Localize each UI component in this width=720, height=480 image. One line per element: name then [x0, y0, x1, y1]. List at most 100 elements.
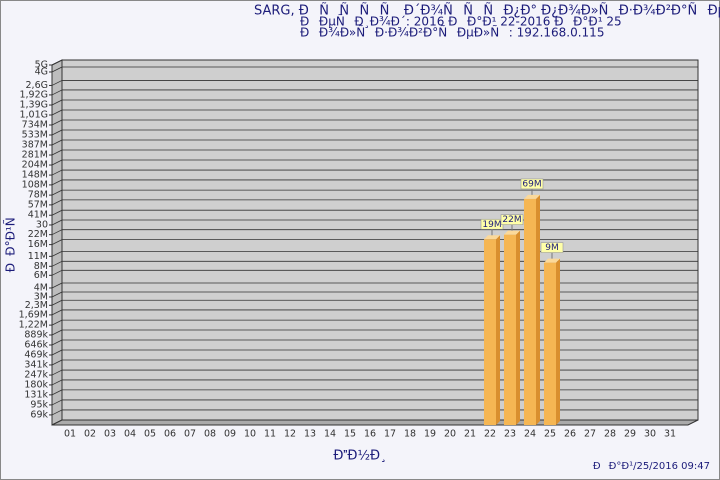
y-tick-label: 2,3M	[25, 300, 48, 311]
x-tick-label: 31	[664, 429, 676, 440]
bar-side	[536, 194, 540, 425]
grid-line	[51, 260, 63, 267]
grid-line	[51, 379, 63, 386]
y-tick-label: 387M	[22, 140, 48, 151]
grid-line	[51, 399, 63, 406]
bar-side	[516, 230, 520, 425]
y-tick-label: 1,69M	[19, 309, 48, 320]
x-tick-label: 18	[404, 429, 416, 440]
y-tick-label: 889k	[24, 330, 48, 341]
bar-side	[556, 258, 560, 425]
x-tick-label: 23	[504, 429, 516, 440]
x-tick-label: 03	[104, 429, 116, 440]
y-tick-label: 204M	[22, 160, 48, 171]
chart-subtitle: ÐÐµÑÐ¸Ð¾Ð´: 2016 ÐÐ°Ð¹ 22-2016 ÐÐ°Ð¹…	[300, 14, 622, 29]
value-label: 69M	[522, 179, 541, 189]
y-tick-label: 4G	[35, 66, 48, 77]
y-axis-label: ÐÐ°Ð¹Ñ	[3, 208, 18, 273]
grid-line	[51, 189, 63, 196]
y-tick-label: 533M	[22, 130, 48, 141]
grid-line	[51, 282, 63, 289]
y-tick-label: 69k	[30, 409, 48, 420]
grid-line	[51, 199, 63, 206]
value-label-box	[520, 178, 544, 190]
x-tick-label: 30	[644, 429, 656, 440]
x-tick-label: 12	[284, 429, 296, 440]
y-tick-label: 4M	[34, 282, 48, 293]
x-tick-label: 24	[524, 429, 536, 440]
grid-line	[51, 209, 63, 216]
bar-top	[544, 258, 560, 263]
y-tick-label: 11M	[28, 251, 48, 262]
y-tick-label: 646k	[24, 339, 48, 350]
y-tick-label: 95k	[30, 399, 48, 410]
grid-line	[51, 159, 63, 166]
user-line: ÐÐ¾Ð»ÑÐ·Ð¾Ð²Ð°ÑÐµÐ»Ñ: 192.168.0.115	[300, 25, 604, 40]
x-tick-label: 22	[484, 429, 496, 440]
bar	[544, 262, 556, 425]
x-tick-label: 01	[64, 429, 76, 440]
x-tick-label: 06	[164, 429, 176, 440]
x-tick-label: 13	[304, 429, 316, 440]
y-tick-label: 247k	[24, 370, 48, 381]
x-tick-label: 25	[544, 429, 556, 440]
x-axis-label: ÐÐ½Ð¸	[333, 449, 386, 464]
x-tick-label: 20	[444, 429, 456, 440]
grid-line	[51, 99, 63, 106]
x-tick-label: 07	[184, 429, 196, 440]
y-tick-label: 2,6G	[26, 80, 48, 91]
timestamp: ÐÐ°Ð¹/25/2016 09:47	[593, 461, 710, 472]
x-tick-label: 04	[124, 429, 136, 440]
grid-line	[51, 59, 63, 66]
chart-title: SARG, ÐÑÑÑÑ Ð´Ð¾ÑÑÑÐ¿Ð° Ð¿Ð¾Ð»Ñ…	[254, 3, 720, 19]
bar	[504, 234, 516, 425]
floor	[51, 419, 699, 426]
x-tick-label: 08	[204, 429, 216, 440]
y-tick-label: 469k	[24, 350, 48, 361]
y-tick-label: 5G	[35, 60, 48, 71]
x-tick-label: 02	[84, 429, 96, 440]
y-tick-label: 131k	[24, 389, 48, 400]
x-tick-label: 09	[224, 429, 236, 440]
grid-line	[51, 239, 63, 245]
grid-line	[51, 219, 63, 226]
y-tick-label: 22M	[28, 229, 48, 240]
y-tick-label: 16M	[28, 239, 48, 250]
value-label-box	[540, 242, 564, 253]
y-tick-label: 30	[36, 219, 48, 230]
x-tick-label: 16	[364, 429, 376, 440]
grid-line	[51, 389, 63, 396]
x-tick-label: 11	[264, 429, 276, 440]
bar	[524, 198, 536, 425]
bar-top	[524, 194, 540, 199]
grid-line	[51, 250, 63, 257]
x-tick-label: 17	[384, 429, 396, 440]
x-tick-label: 19	[424, 429, 436, 440]
grid-line	[51, 309, 63, 316]
x-tick-label: 15	[344, 429, 356, 440]
grid-line	[51, 66, 63, 73]
y-tick-label: 1,92G	[19, 89, 48, 100]
x-tick-label: 26	[564, 429, 576, 440]
grid-line	[51, 319, 63, 326]
grid-line	[51, 229, 63, 236]
value-label: 9M	[545, 243, 559, 253]
y-tick-label: 3M	[34, 291, 48, 302]
y-tick-label: 6M	[34, 270, 48, 281]
x-tick-label: 28	[604, 429, 616, 440]
y-tick-label: 108M	[22, 179, 48, 190]
y-tick-label: 1,22M	[19, 320, 48, 331]
grid-line	[51, 80, 63, 86]
y-tick-label: 1,39G	[19, 100, 48, 111]
grid-line	[51, 369, 63, 376]
x-tick-label: 21	[464, 429, 476, 440]
grid-line	[51, 149, 63, 156]
grid-line	[51, 169, 63, 176]
grid-line	[51, 299, 63, 306]
grid-line	[51, 329, 63, 336]
y-tick-label: 41M	[28, 210, 48, 221]
bar	[484, 239, 496, 425]
bar-top	[504, 230, 520, 235]
x-tick-label: 29	[624, 429, 636, 440]
